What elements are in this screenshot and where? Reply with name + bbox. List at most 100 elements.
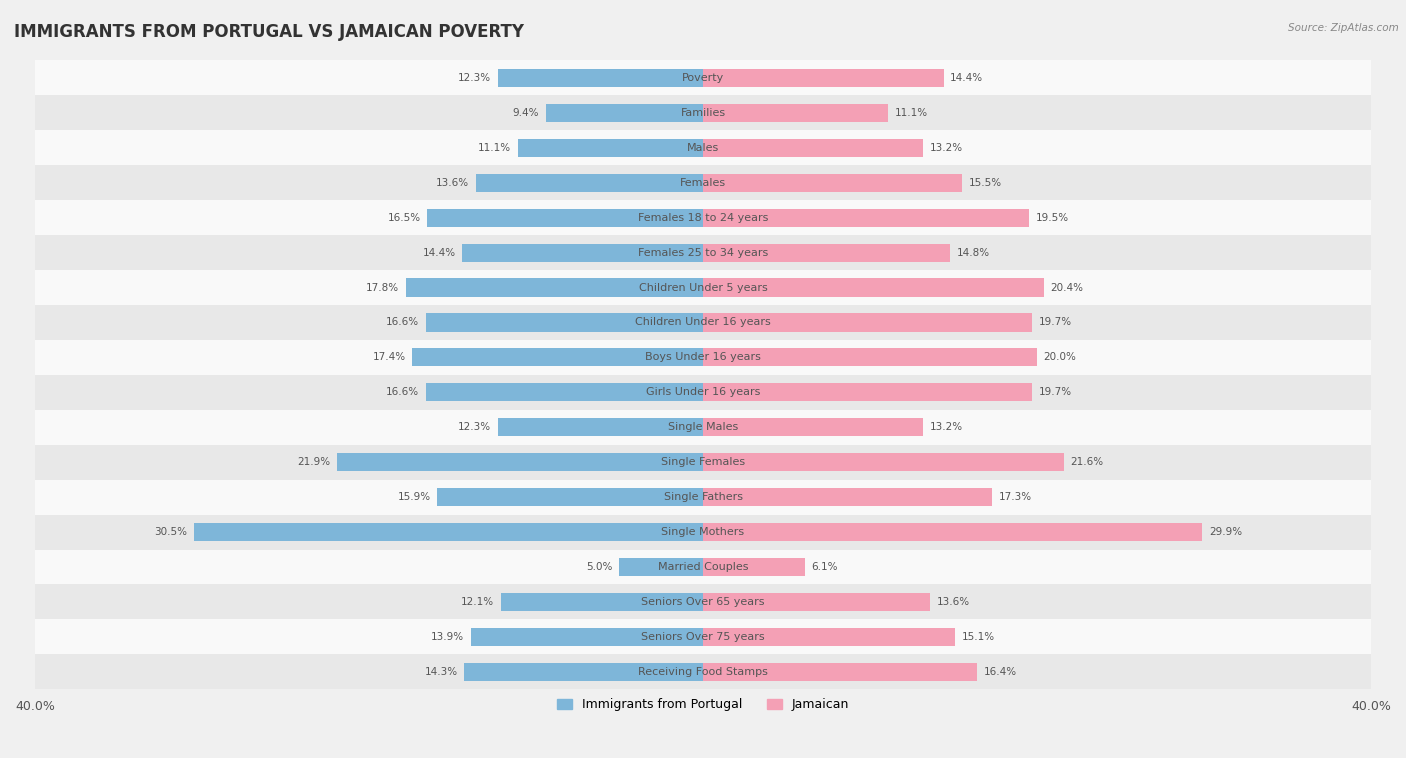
Bar <box>35 410 1371 445</box>
Bar <box>546 104 703 122</box>
Text: 15.1%: 15.1% <box>962 632 995 642</box>
Text: 9.4%: 9.4% <box>513 108 540 118</box>
Text: 20.0%: 20.0% <box>1043 352 1077 362</box>
Bar <box>426 384 703 402</box>
Text: 16.6%: 16.6% <box>387 387 419 397</box>
Text: 13.9%: 13.9% <box>432 632 464 642</box>
Text: 14.4%: 14.4% <box>423 248 456 258</box>
Text: 6.1%: 6.1% <box>811 562 838 572</box>
Bar <box>35 61 1371 96</box>
Bar <box>35 165 1371 200</box>
Text: Seniors Over 65 years: Seniors Over 65 years <box>641 597 765 607</box>
Bar <box>194 523 703 541</box>
Text: Females 25 to 34 years: Females 25 to 34 years <box>638 248 768 258</box>
Text: 13.2%: 13.2% <box>931 422 963 432</box>
Bar <box>703 139 924 157</box>
Text: Poverty: Poverty <box>682 73 724 83</box>
Text: Single Fathers: Single Fathers <box>664 492 742 502</box>
Bar <box>35 96 1371 130</box>
Text: 5.0%: 5.0% <box>586 562 613 572</box>
Text: 16.6%: 16.6% <box>387 318 419 327</box>
Text: 16.4%: 16.4% <box>984 667 1017 677</box>
Text: 12.3%: 12.3% <box>458 73 491 83</box>
Text: Source: ZipAtlas.com: Source: ZipAtlas.com <box>1288 23 1399 33</box>
Bar <box>337 453 703 471</box>
Bar <box>437 488 703 506</box>
Text: 17.3%: 17.3% <box>998 492 1032 502</box>
Text: IMMIGRANTS FROM PORTUGAL VS JAMAICAN POVERTY: IMMIGRANTS FROM PORTUGAL VS JAMAICAN POV… <box>14 23 524 41</box>
Bar <box>703 349 1038 366</box>
Bar <box>427 208 703 227</box>
Text: 11.1%: 11.1% <box>896 108 928 118</box>
Text: 11.1%: 11.1% <box>478 143 510 153</box>
Text: 17.4%: 17.4% <box>373 352 406 362</box>
Bar <box>703 69 943 87</box>
Text: 21.6%: 21.6% <box>1070 457 1104 467</box>
Bar <box>703 523 1202 541</box>
Bar <box>35 375 1371 410</box>
Bar <box>498 69 703 87</box>
Text: Females: Females <box>681 177 725 188</box>
Text: 19.7%: 19.7% <box>1039 318 1071 327</box>
Text: 14.4%: 14.4% <box>950 73 983 83</box>
Text: Girls Under 16 years: Girls Under 16 years <box>645 387 761 397</box>
Text: 12.1%: 12.1% <box>461 597 495 607</box>
Text: Single Mothers: Single Mothers <box>661 527 745 537</box>
Bar <box>703 104 889 122</box>
Bar <box>35 340 1371 375</box>
Text: 13.6%: 13.6% <box>936 597 970 607</box>
Bar <box>35 584 1371 619</box>
Text: Single Females: Single Females <box>661 457 745 467</box>
Bar <box>703 488 993 506</box>
Bar <box>35 235 1371 270</box>
Bar <box>426 313 703 331</box>
Bar <box>517 139 703 157</box>
Bar <box>471 628 703 646</box>
Bar <box>703 453 1064 471</box>
Text: 21.9%: 21.9% <box>298 457 330 467</box>
Bar <box>703 418 924 437</box>
Text: 20.4%: 20.4% <box>1050 283 1084 293</box>
Bar <box>35 305 1371 340</box>
Bar <box>703 628 955 646</box>
Bar <box>35 200 1371 235</box>
Bar <box>35 445 1371 480</box>
Text: 17.8%: 17.8% <box>366 283 399 293</box>
Bar <box>35 270 1371 305</box>
Bar <box>412 349 703 366</box>
Legend: Immigrants from Portugal, Jamaican: Immigrants from Portugal, Jamaican <box>557 698 849 711</box>
Bar <box>703 662 977 681</box>
Text: Single Males: Single Males <box>668 422 738 432</box>
Bar <box>406 278 703 296</box>
Bar <box>501 593 703 611</box>
Text: Children Under 5 years: Children Under 5 years <box>638 283 768 293</box>
Bar <box>35 130 1371 165</box>
Text: 19.7%: 19.7% <box>1039 387 1071 397</box>
Bar <box>703 313 1032 331</box>
Bar <box>35 515 1371 550</box>
Text: Receiving Food Stamps: Receiving Food Stamps <box>638 667 768 677</box>
Text: Boys Under 16 years: Boys Under 16 years <box>645 352 761 362</box>
Bar <box>498 418 703 437</box>
Text: Families: Families <box>681 108 725 118</box>
Text: Married Couples: Married Couples <box>658 562 748 572</box>
Text: 29.9%: 29.9% <box>1209 527 1241 537</box>
Text: 15.5%: 15.5% <box>969 177 1001 188</box>
Bar <box>703 208 1029 227</box>
Text: Seniors Over 75 years: Seniors Over 75 years <box>641 632 765 642</box>
Text: 13.6%: 13.6% <box>436 177 470 188</box>
Bar <box>35 654 1371 689</box>
Bar <box>464 662 703 681</box>
Bar <box>703 174 962 192</box>
Bar <box>620 558 703 576</box>
Bar <box>703 384 1032 402</box>
Bar <box>35 550 1371 584</box>
Bar <box>703 243 950 262</box>
Text: Males: Males <box>688 143 718 153</box>
Bar <box>463 243 703 262</box>
Bar <box>703 593 931 611</box>
Text: 19.5%: 19.5% <box>1035 213 1069 223</box>
Text: 15.9%: 15.9% <box>398 492 430 502</box>
Text: Children Under 16 years: Children Under 16 years <box>636 318 770 327</box>
Bar <box>703 278 1043 296</box>
